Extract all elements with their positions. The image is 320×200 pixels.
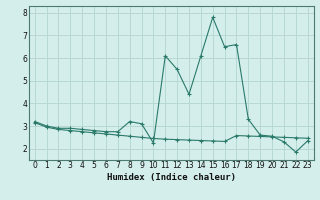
X-axis label: Humidex (Indice chaleur): Humidex (Indice chaleur)	[107, 173, 236, 182]
